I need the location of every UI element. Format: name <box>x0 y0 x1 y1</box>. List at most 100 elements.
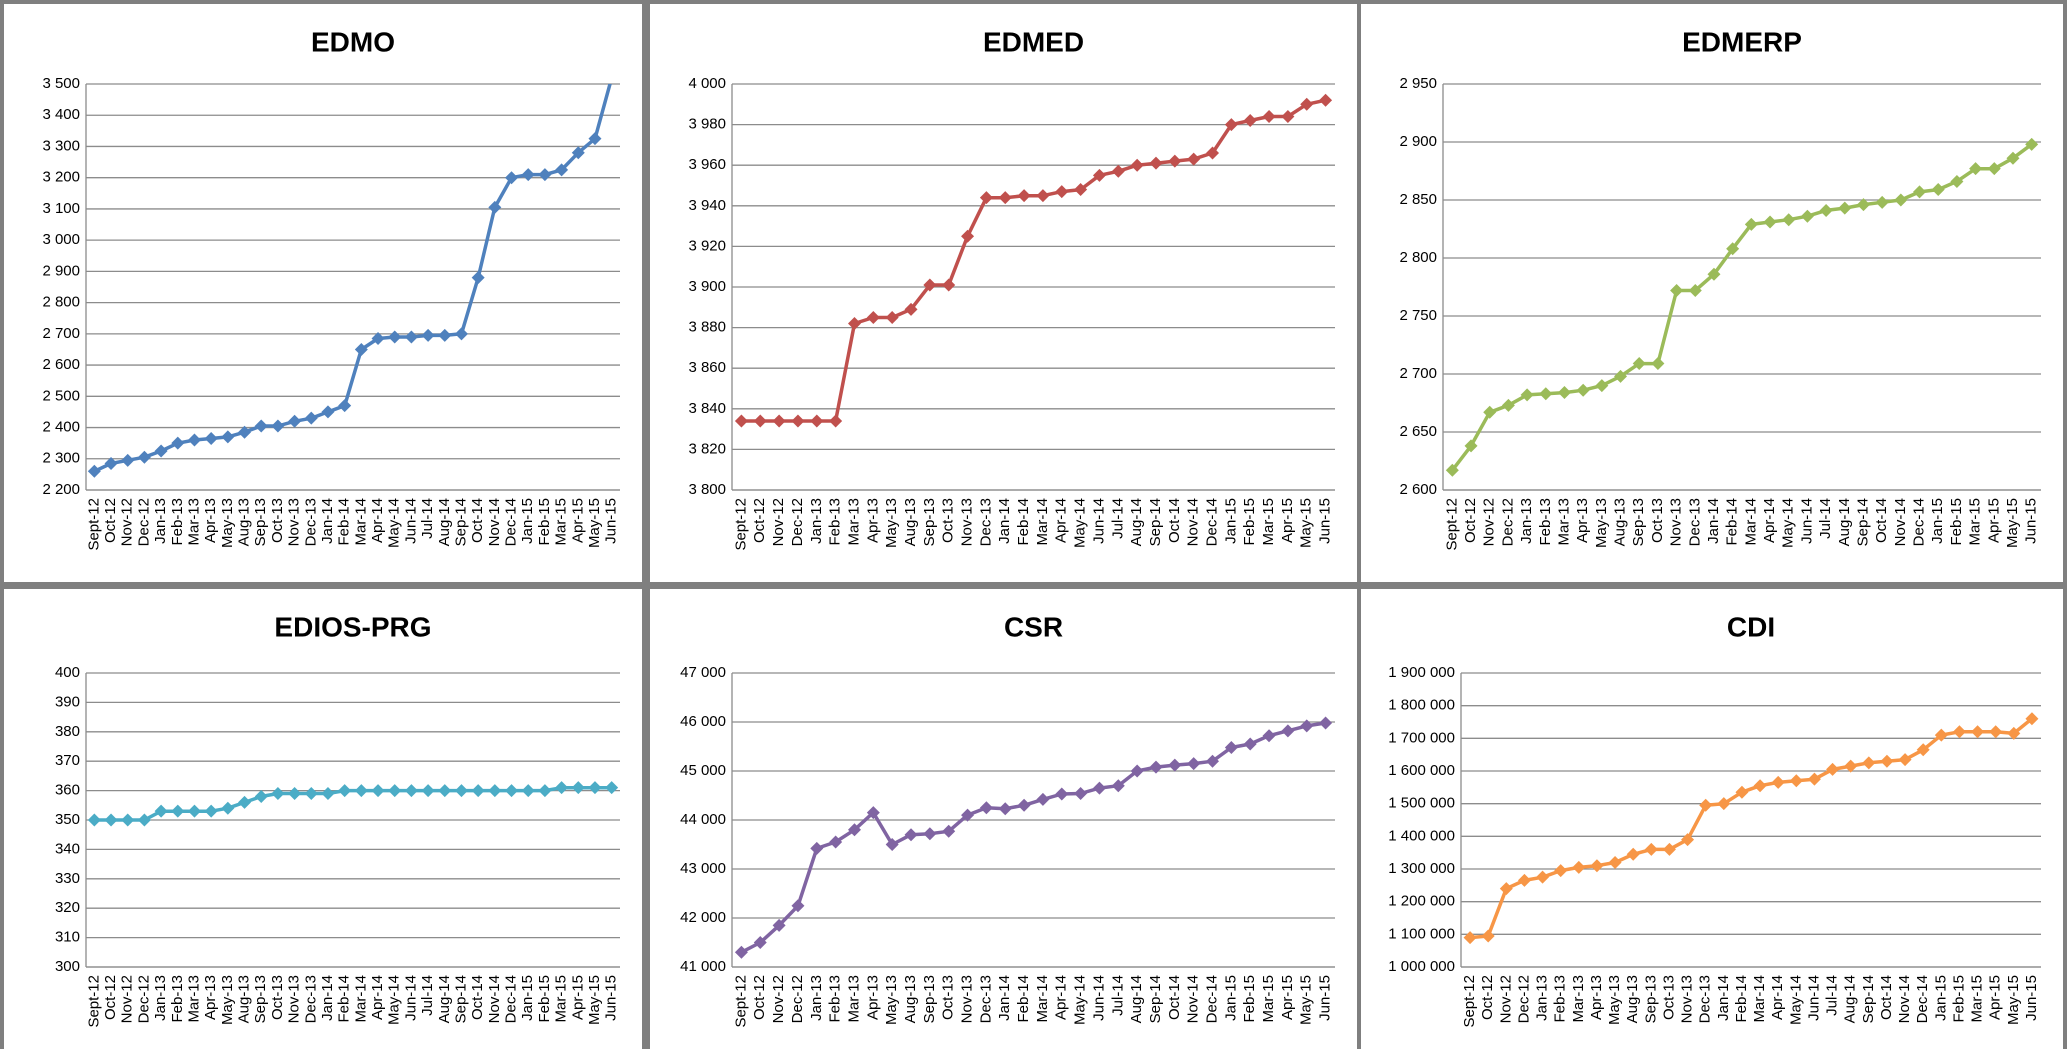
marker <box>404 330 418 344</box>
y-tick-label: 2 900 <box>1399 133 1437 150</box>
marker <box>104 813 118 827</box>
marker <box>1130 158 1144 172</box>
x-tick-label: Apr-14 <box>1053 498 1070 543</box>
marker <box>505 171 519 185</box>
x-tick-label: Feb-13 <box>827 498 844 546</box>
marker <box>942 278 956 292</box>
x-tick-label: Nov-14 <box>1185 498 1202 546</box>
marker <box>1017 189 1031 203</box>
marker <box>961 229 975 243</box>
x-tick-label: Apr-14 <box>1761 498 1778 543</box>
marker <box>1557 386 1571 400</box>
marker <box>254 789 268 803</box>
marker <box>1281 109 1295 123</box>
x-tick-label: Jan-15 <box>1222 975 1239 1021</box>
y-tick-label: 2 750 <box>1399 307 1437 324</box>
x-tick-label: Oct-12 <box>751 975 768 1020</box>
chart-title: CSR <box>1004 611 1063 642</box>
marker <box>538 784 552 798</box>
x-tick-label: Oct-12 <box>102 975 119 1020</box>
x-tick-label: Jun-14 <box>402 975 419 1021</box>
x-tick-label: Aug-14 <box>1128 498 1145 546</box>
x-tick-label: Aug-13 <box>1624 975 1641 1023</box>
chart-title: EDMO <box>311 26 395 57</box>
x-tick-label: Nov-12 <box>770 975 787 1023</box>
marker <box>1036 189 1050 203</box>
marker <box>904 828 918 842</box>
y-tick-label: 41 000 <box>680 958 726 975</box>
x-tick-label: Nov-13 <box>1668 498 1685 546</box>
y-tick-label: 3 960 <box>688 156 726 173</box>
y-tick-label: 1 300 000 <box>1388 860 1455 877</box>
chart-panel: CDI 1 000 000 1 100 000 1 200 000 1 300 000 1… <box>1361 589 2063 1049</box>
marker <box>866 310 880 324</box>
marker <box>1875 195 1889 209</box>
x-tick-label: May-15 <box>1298 498 1315 548</box>
x-tick-label: Oct-14 <box>1878 975 1895 1020</box>
chart-title: EDIOS-PRG <box>274 611 431 642</box>
marker <box>923 278 937 292</box>
x-tick-label: Jul-14 <box>1817 498 1834 539</box>
marker <box>288 414 302 428</box>
x-tick-label: Feb-15 <box>1241 975 1258 1023</box>
marker <box>288 787 302 801</box>
x-tick-label: Feb-15 <box>1948 498 1965 546</box>
marker <box>791 414 805 428</box>
y-tick-label: 2 850 <box>1399 191 1437 208</box>
marker <box>1971 725 1985 739</box>
marker <box>1989 725 2003 739</box>
marker <box>1987 162 2001 176</box>
y-tick-label: 3 800 <box>688 481 726 498</box>
x-tick-label: Nov-14 <box>1892 498 1909 546</box>
x-tick-label: Jan-14 <box>319 498 336 544</box>
marker <box>371 332 385 346</box>
marker <box>154 804 168 818</box>
marker <box>1952 725 1966 739</box>
marker <box>1262 109 1276 123</box>
x-tick-label: Feb-14 <box>1015 498 1032 546</box>
chart-panel: EDIOS-PRG 300 310 320 330 340 350 360 370 380 390 4… <box>4 589 642 1049</box>
marker <box>538 168 552 182</box>
x-tick-label: Nov-13 <box>1679 975 1696 1023</box>
marker <box>923 827 937 841</box>
y-tick-label: 2 600 <box>42 356 80 373</box>
x-tick-label: Dec-12 <box>789 975 806 1023</box>
x-tick-label: Dec-13 <box>1686 498 1703 546</box>
x-tick-label: Nov-13 <box>959 975 976 1023</box>
panel-bg <box>650 589 1357 1049</box>
x-tick-label: Jun-15 <box>603 975 620 1021</box>
x-tick-label: Jul-14 <box>1109 498 1126 539</box>
marker <box>1763 215 1777 229</box>
y-tick-label: 2 200 <box>42 481 80 498</box>
x-tick-label: Sep-14 <box>452 498 469 546</box>
marker <box>1717 797 1731 811</box>
x-tick-label: Aug-13 <box>902 975 919 1023</box>
marker <box>1501 398 1515 412</box>
y-tick-label: 3 400 <box>42 106 80 123</box>
marker <box>404 784 418 798</box>
marker <box>829 835 843 849</box>
marker <box>753 936 767 949</box>
x-tick-label: May-15 <box>586 498 603 548</box>
marker <box>1300 97 1314 111</box>
y-tick-label: 3 500 <box>42 75 80 92</box>
y-tick-label: 3 880 <box>688 319 726 336</box>
y-tick-label: 4 000 <box>688 75 726 92</box>
x-tick-label: Jul-14 <box>1109 975 1126 1016</box>
marker <box>2025 712 2039 726</box>
x-tick-label: Oct-12 <box>1462 498 1479 543</box>
x-tick-label: Jun-15 <box>2023 975 2040 1021</box>
marker <box>555 163 569 177</box>
marker <box>1800 209 1814 223</box>
marker <box>1281 724 1295 738</box>
marker <box>1931 183 1945 197</box>
x-tick-label: Feb-15 <box>536 498 553 546</box>
y-tick-label: 3 000 <box>42 231 80 248</box>
marker <box>388 784 402 798</box>
y-tick-label: 42 000 <box>680 909 726 926</box>
marker <box>847 317 861 331</box>
marker <box>979 801 993 815</box>
plot <box>1445 137 2039 477</box>
marker <box>221 801 235 815</box>
x-tick-label: Oct-14 <box>469 498 486 543</box>
